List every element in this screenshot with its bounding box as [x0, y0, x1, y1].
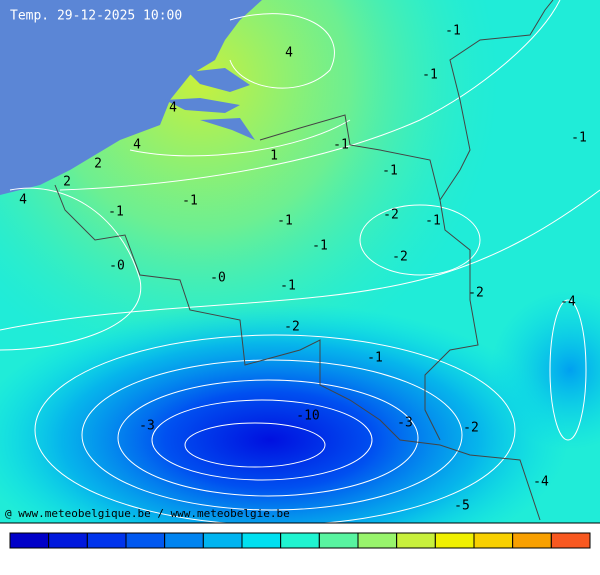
contour-label: 1 [270, 149, 278, 164]
contour-label: -0 [109, 259, 125, 274]
contour-label: 4 [285, 46, 293, 61]
contour-label: 4 [133, 138, 141, 153]
contour-label: -4 [533, 475, 549, 490]
colorbar-segment [9, 532, 50, 549]
colorbar-segment [48, 532, 88, 549]
isotherms [0, 0, 600, 511]
colorbar-segment [164, 532, 204, 549]
contour-label: -2 [284, 320, 300, 335]
contour-label: -1 [108, 205, 124, 220]
borders [54, 0, 554, 521]
colorbar-segment [434, 532, 475, 549]
contour-label: -3 [397, 416, 413, 431]
contour-label: -1 [425, 214, 441, 229]
sea [0, 0, 262, 195]
contour-label: 4 [169, 101, 177, 116]
contour-label: -2 [383, 208, 399, 223]
contour-label: -2 [392, 250, 408, 265]
colorbar-segment [512, 532, 552, 549]
colorbar-segment [550, 532, 591, 549]
contour-label: -3 [139, 419, 155, 434]
contour-label: -4 [560, 295, 576, 310]
contour-label: -1 [367, 351, 383, 366]
contour-label: -2 [468, 286, 484, 301]
colorbar-segment [357, 532, 398, 549]
colorbar-segment [86, 532, 127, 549]
estuaries [165, 68, 255, 140]
contour-label: -1 [382, 164, 398, 179]
contour-label: -1 [422, 68, 438, 83]
contour-label: 2 [63, 175, 71, 190]
contour-label: 2 [94, 157, 102, 172]
colorbar-segment [202, 532, 243, 549]
cold-zone [0, 250, 600, 523]
colorbar-segment [125, 532, 166, 549]
contour-label: -1 [280, 279, 296, 294]
contour-label: -1 [312, 239, 328, 254]
map-area [0, 0, 600, 523]
contour-label: 4 [19, 193, 27, 208]
contour-label: -1 [445, 24, 461, 39]
contour-label: -1 [277, 214, 293, 229]
contour-label: -1 [333, 138, 349, 153]
colorbar-segment [473, 532, 514, 549]
contour-label: -10 [296, 409, 319, 424]
contour-label: -1 [571, 131, 587, 146]
colorbar-segment [280, 532, 320, 549]
contour-label: -0 [210, 271, 226, 286]
credit: @ www.meteobelgique.be / www.meteobelgie… [5, 507, 290, 520]
colorbar-segment [241, 532, 282, 549]
contour-label: -5 [454, 499, 470, 514]
contour-label: -2 [463, 421, 479, 436]
colorbar-segment [396, 532, 436, 549]
contour-label: -1 [182, 194, 198, 209]
map-title: Temp. 29-12-2025 10:00 [10, 9, 182, 24]
colorbar-segment [318, 532, 359, 549]
